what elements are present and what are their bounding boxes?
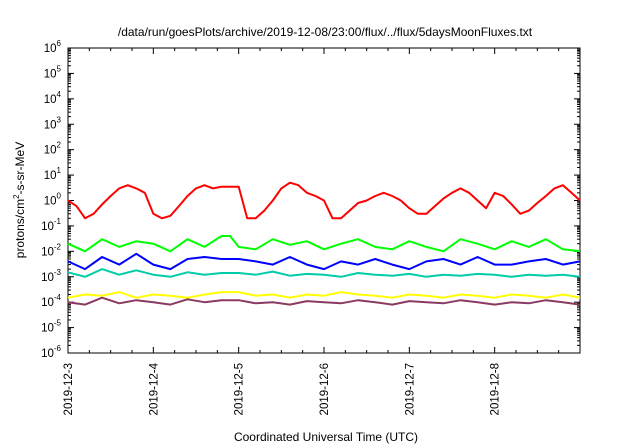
y-tick-label-base: 10 <box>44 94 57 106</box>
y-tick-label-exp: 6 <box>57 39 62 48</box>
y-tick-label-base: 10 <box>41 272 54 284</box>
series-group <box>67 181 581 306</box>
y-axis-label: protons/cm2-s-sr-MeV <box>12 142 27 258</box>
series-line-5 <box>67 291 581 299</box>
y-tick-label-exp: 1 <box>57 166 62 175</box>
x-tick-label: 2019-12-8 <box>490 363 502 415</box>
x-axis-ticks: 2019-12-3 2019-12-4 2019-12-5 2019-12-6 2019… <box>63 48 581 415</box>
x-axis-label: Coordinated Universal Time (UTC) <box>234 430 418 444</box>
y-tick-label: 102 <box>44 141 62 157</box>
y-axis-label-sup: 2 <box>12 194 21 199</box>
x-tick-label: 2019-12-6 <box>319 363 331 415</box>
y-tick-label-base: 10 <box>44 68 57 80</box>
y-tick-label: 10-3 <box>41 268 61 284</box>
x-tick-label: 2019-12-4 <box>148 362 160 415</box>
y-tick-label-exp: -3 <box>54 268 62 277</box>
y-tick-label-base: 10 <box>41 221 54 233</box>
y-tick-label: 104 <box>44 90 62 106</box>
y-tick-label-base: 10 <box>41 348 54 360</box>
y-tick-label: 106 <box>44 39 62 55</box>
y-tick-label-base: 10 <box>44 43 57 55</box>
chart-title: /data/run/goesPlots/archive/2019-12-08/2… <box>118 25 533 39</box>
y-tick-label: 100 <box>44 192 62 208</box>
y-tick-label-base: 10 <box>44 196 57 208</box>
y-tick-label: 101 <box>44 166 62 182</box>
y-tick-label-base: 10 <box>41 297 54 309</box>
x-tick-label: 2019-12-7 <box>404 363 416 415</box>
x-tick-label: 2019-12-3 <box>63 363 75 415</box>
series-line-4 <box>67 268 581 278</box>
y-axis-ticks: 10-610-510-410-310-210-11001011021031041… <box>41 39 580 360</box>
y-tick-label-exp: -2 <box>54 242 62 251</box>
y-tick-label: 10-5 <box>41 319 61 335</box>
y-tick-label: 10-6 <box>41 344 61 360</box>
y-tick-label-exp: 3 <box>57 115 62 124</box>
y-tick-label-exp: 4 <box>57 90 62 99</box>
y-tick-label-base: 10 <box>41 323 54 335</box>
y-tick-label-exp: -1 <box>54 217 62 226</box>
y-tick-label-base: 10 <box>44 119 57 131</box>
y-tick-label: 103 <box>44 115 62 131</box>
series-line-3 <box>67 252 581 271</box>
y-tick-label-base: 10 <box>44 170 57 182</box>
y-tick-label-base: 10 <box>41 246 54 258</box>
y-tick-label-exp: -6 <box>54 344 62 353</box>
y-tick-label: 10-1 <box>41 217 61 233</box>
y-tick-label-exp: 5 <box>57 64 62 73</box>
y-tick-label: 10-2 <box>41 242 61 258</box>
y-tick-label-exp: 2 <box>57 141 62 150</box>
series-line-6 <box>67 296 581 306</box>
y-axis-label-base: protons/cm <box>13 199 27 258</box>
y-tick-label: 105 <box>44 64 62 80</box>
y-tick-label-exp: -5 <box>54 319 62 328</box>
series-line-1 <box>67 181 581 220</box>
y-tick-label-base: 10 <box>44 145 57 157</box>
x-tick-label: 2019-12-5 <box>234 363 246 415</box>
y-tick-label: 10-4 <box>41 293 61 309</box>
y-axis-label-rest: -s-sr-MeV <box>13 142 27 195</box>
y-tick-label-exp: 0 <box>57 192 62 201</box>
y-tick-label-exp: -4 <box>54 293 62 302</box>
series-line-2 <box>67 235 581 253</box>
